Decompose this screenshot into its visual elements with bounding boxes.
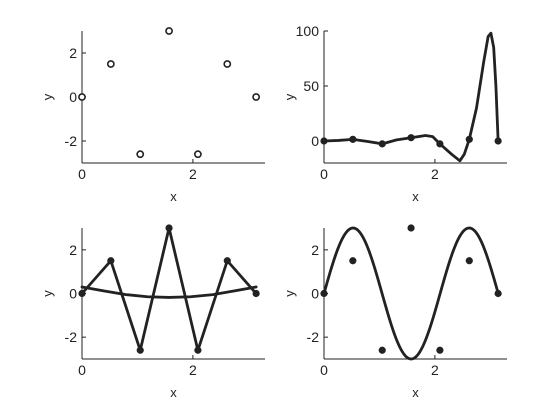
data-point xyxy=(136,346,144,354)
x-tick-label: 2 xyxy=(431,166,439,182)
x-tick-label: 0 xyxy=(78,166,86,182)
data-point xyxy=(223,257,231,265)
series-line xyxy=(322,226,500,361)
y-tick-label: 2 xyxy=(69,45,77,61)
y-tick-label: 0 xyxy=(69,286,77,302)
data-point xyxy=(252,289,260,298)
y-axis-label: y xyxy=(282,290,297,297)
data-point xyxy=(165,27,173,35)
x-axis-label: x xyxy=(170,189,177,204)
x-axis-label: x xyxy=(412,385,419,400)
x-tick-label: 0 xyxy=(320,166,328,182)
data-point xyxy=(407,224,415,232)
data-point xyxy=(78,93,86,101)
y-tick-label: 0 xyxy=(311,286,319,302)
panel-top-right: 0 2 0 50 100 x y xyxy=(282,23,507,204)
data-point xyxy=(378,346,386,354)
data-point xyxy=(107,257,115,265)
x-tick-label: 0 xyxy=(320,362,328,378)
y-tick-label: -2 xyxy=(65,329,78,345)
x-tick-label: 2 xyxy=(431,362,439,378)
series-line xyxy=(80,285,258,299)
y-tick-label: -2 xyxy=(65,133,78,149)
y-tick-label: 0 xyxy=(69,89,77,105)
data-point xyxy=(165,224,173,232)
series-line xyxy=(80,226,258,352)
data-point xyxy=(436,346,444,354)
y-axis-label: y xyxy=(282,93,297,100)
data-point xyxy=(465,257,473,265)
x-tick-label: 2 xyxy=(189,362,197,378)
x-tick-label: 2 xyxy=(189,166,197,182)
data-point xyxy=(223,60,232,68)
y-tick-label: 2 xyxy=(311,242,319,258)
x-tick-label: 0 xyxy=(78,362,86,378)
x-axis-label: x xyxy=(412,189,419,204)
y-tick-label: 50 xyxy=(303,78,319,94)
y-tick-label: 100 xyxy=(296,23,320,39)
data-point xyxy=(193,150,202,159)
data-point xyxy=(252,93,261,101)
y-tick-label: 0 xyxy=(311,133,319,149)
data-point xyxy=(194,346,202,354)
x-axis-label: x xyxy=(170,385,177,400)
y-tick-label: -2 xyxy=(307,329,320,345)
y-axis-label: y xyxy=(40,93,55,100)
y-tick-label: 2 xyxy=(69,242,77,258)
data-point xyxy=(78,289,86,298)
data-point xyxy=(136,150,145,159)
data-point xyxy=(106,60,115,68)
data-point xyxy=(349,257,357,265)
y-axis-label: y xyxy=(40,290,55,297)
series-line xyxy=(322,31,500,163)
